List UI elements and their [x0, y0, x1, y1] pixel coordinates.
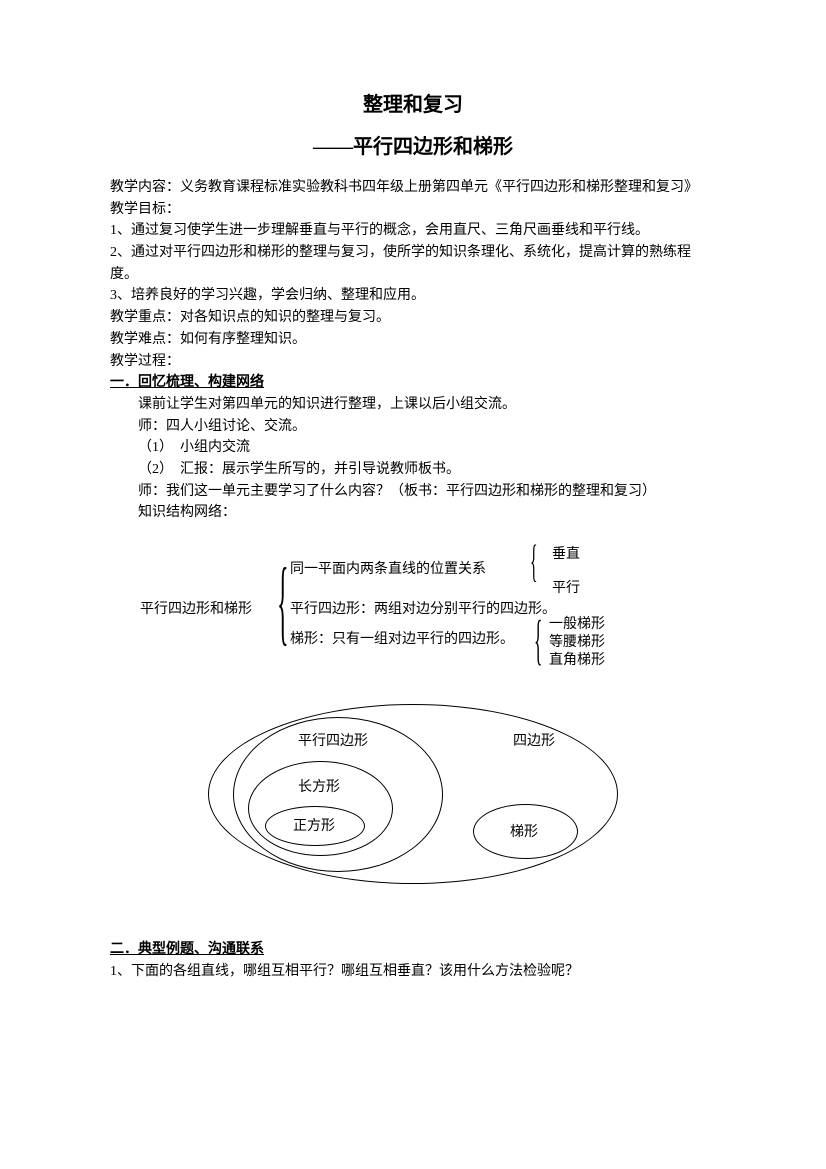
- difficult-point: 教学难点：如何有序整理知识。: [110, 329, 716, 351]
- section2-heading: 二．典型例题、沟通联系: [110, 939, 716, 961]
- goal-3: 3、培养良好的学习兴趣，学会归纳、整理和应用。: [110, 285, 716, 307]
- section1-line4: （2） 汇报：展示学生所写的，并引导说教师板书。: [110, 459, 716, 481]
- goals-label: 教学目标：: [110, 199, 716, 221]
- section1-line3: （1） 小组内交流: [110, 437, 716, 459]
- process-label: 教学过程：: [110, 351, 716, 373]
- section1-line6: 知识结构网络：: [110, 502, 716, 524]
- tree-root: 平行四边形和梯形: [140, 599, 252, 620]
- tree-leaf-vertical: 垂直: [552, 544, 580, 565]
- goal-2: 2、通过对平行四边形和梯形的整理与复习，使所学的知识条理化、系统化，提高计算的熟…: [110, 242, 716, 285]
- tree-leaf-parallel: 平行: [552, 578, 580, 599]
- venn-diagram: 四边形 平行四边形 长方形 正方形 梯形: [203, 699, 623, 889]
- brace-small-icon: {: [530, 539, 538, 584]
- knowledge-tree-diagram: 平行四边形和梯形 { 同一平面内两条直线的位置关系 { 垂直 平行 平行四边形：…: [110, 544, 716, 674]
- section1-heading: 一．回忆梳理、构建网络: [110, 372, 716, 394]
- section1-line5: 师：我们这一单元主要学习了什么内容？（板书：平行四边形和梯形的整理和复习）: [110, 481, 716, 503]
- label-square: 正方形: [293, 816, 335, 837]
- title-main: 整理和复习: [110, 90, 716, 120]
- label-trapezoid: 梯形: [510, 822, 538, 843]
- label-rectangle: 长方形: [298, 777, 340, 798]
- section1-line2: 师：四人小组讨论、交流。: [110, 416, 716, 438]
- title-sub: ——平行四边形和梯形: [110, 132, 716, 162]
- section1-line1: 课前让学生对第四单元的知识进行整理，上课以后小组交流。: [110, 394, 716, 416]
- goal-1: 1、通过复习使学生进一步理解垂直与平行的概念，会用直尺、三角尺画垂线和平行线。: [110, 220, 716, 242]
- tree-branch2: 平行四边形：两组对边分别平行的四边形。: [290, 599, 556, 620]
- tree-branch3: 梯形：只有一组对边平行的四边形。: [290, 629, 514, 650]
- label-quadrilateral: 四边形: [513, 731, 555, 752]
- teaching-content: 教学内容：义务教育课程标准实验教科书四年级上册第四单元《平行四边形和梯形整理和复…: [110, 177, 716, 199]
- section2-q1: 1、下面的各组直线，哪组互相平行？哪组互相垂直？该用什么方法检验呢？: [110, 961, 716, 983]
- brace-small-icon: {: [534, 612, 542, 667]
- label-parallelogram: 平行四边形: [298, 731, 368, 752]
- key-point: 教学重点：对各知识点的知识的整理与复习。: [110, 307, 716, 329]
- brace-large-icon: {: [277, 554, 288, 649]
- tree-trap3: 直角梯形: [549, 650, 605, 671]
- tree-branch1: 同一平面内两条直线的位置关系: [290, 559, 486, 580]
